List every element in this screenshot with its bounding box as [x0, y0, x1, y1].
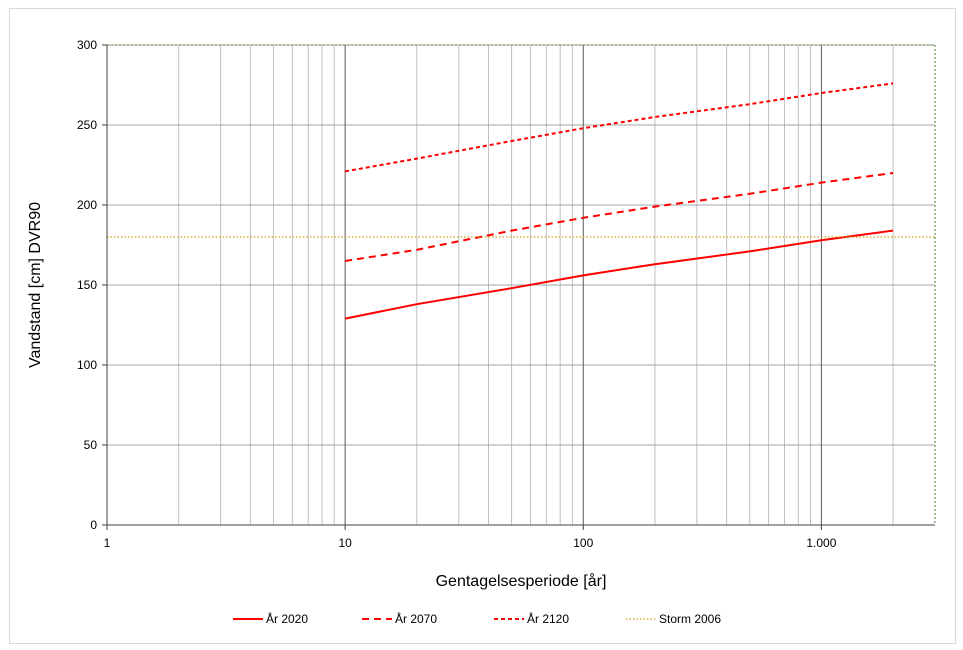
x-tick-label: 1.000 — [806, 536, 836, 550]
y-axis-title: Vandstand [cm] DVR90 — [27, 202, 44, 368]
legend-label-2: År 2070 — [395, 611, 437, 626]
x-tick-label: 1 — [104, 536, 111, 550]
y-tick-label: 150 — [77, 278, 97, 292]
series-line-3 — [344, 82, 894, 173]
chart-frame — [9, 8, 956, 644]
y-tick-label: 100 — [77, 358, 97, 372]
series-line-1 — [344, 229, 894, 320]
y-tick-label: 200 — [77, 198, 97, 212]
legend-label-1: År 2020 — [266, 611, 308, 626]
legend-label-3: År 2120 — [527, 611, 569, 626]
y-tick-label: 300 — [77, 38, 97, 52]
y-tick-label: 250 — [77, 118, 97, 132]
series-line-2 — [344, 172, 894, 262]
y-axis-ticks: 0 50 100 150 200 250 300 — [77, 38, 107, 532]
x-tick-label: 100 — [573, 536, 593, 550]
x-tick-label: 10 — [338, 536, 352, 550]
y-tick-label: 50 — [84, 438, 98, 452]
x-axis-title: Gentagelsesperiode [år] — [436, 572, 607, 590]
series-layer — [107, 82, 935, 320]
legend-label-4: Storm 2006 — [659, 612, 721, 626]
y-tick-label: 0 — [90, 518, 97, 532]
x-axis-ticks: 1 10 100 1.000 — [104, 525, 837, 550]
legend: År 2020 År 2070 År 2120 Storm 2006 — [233, 611, 721, 626]
